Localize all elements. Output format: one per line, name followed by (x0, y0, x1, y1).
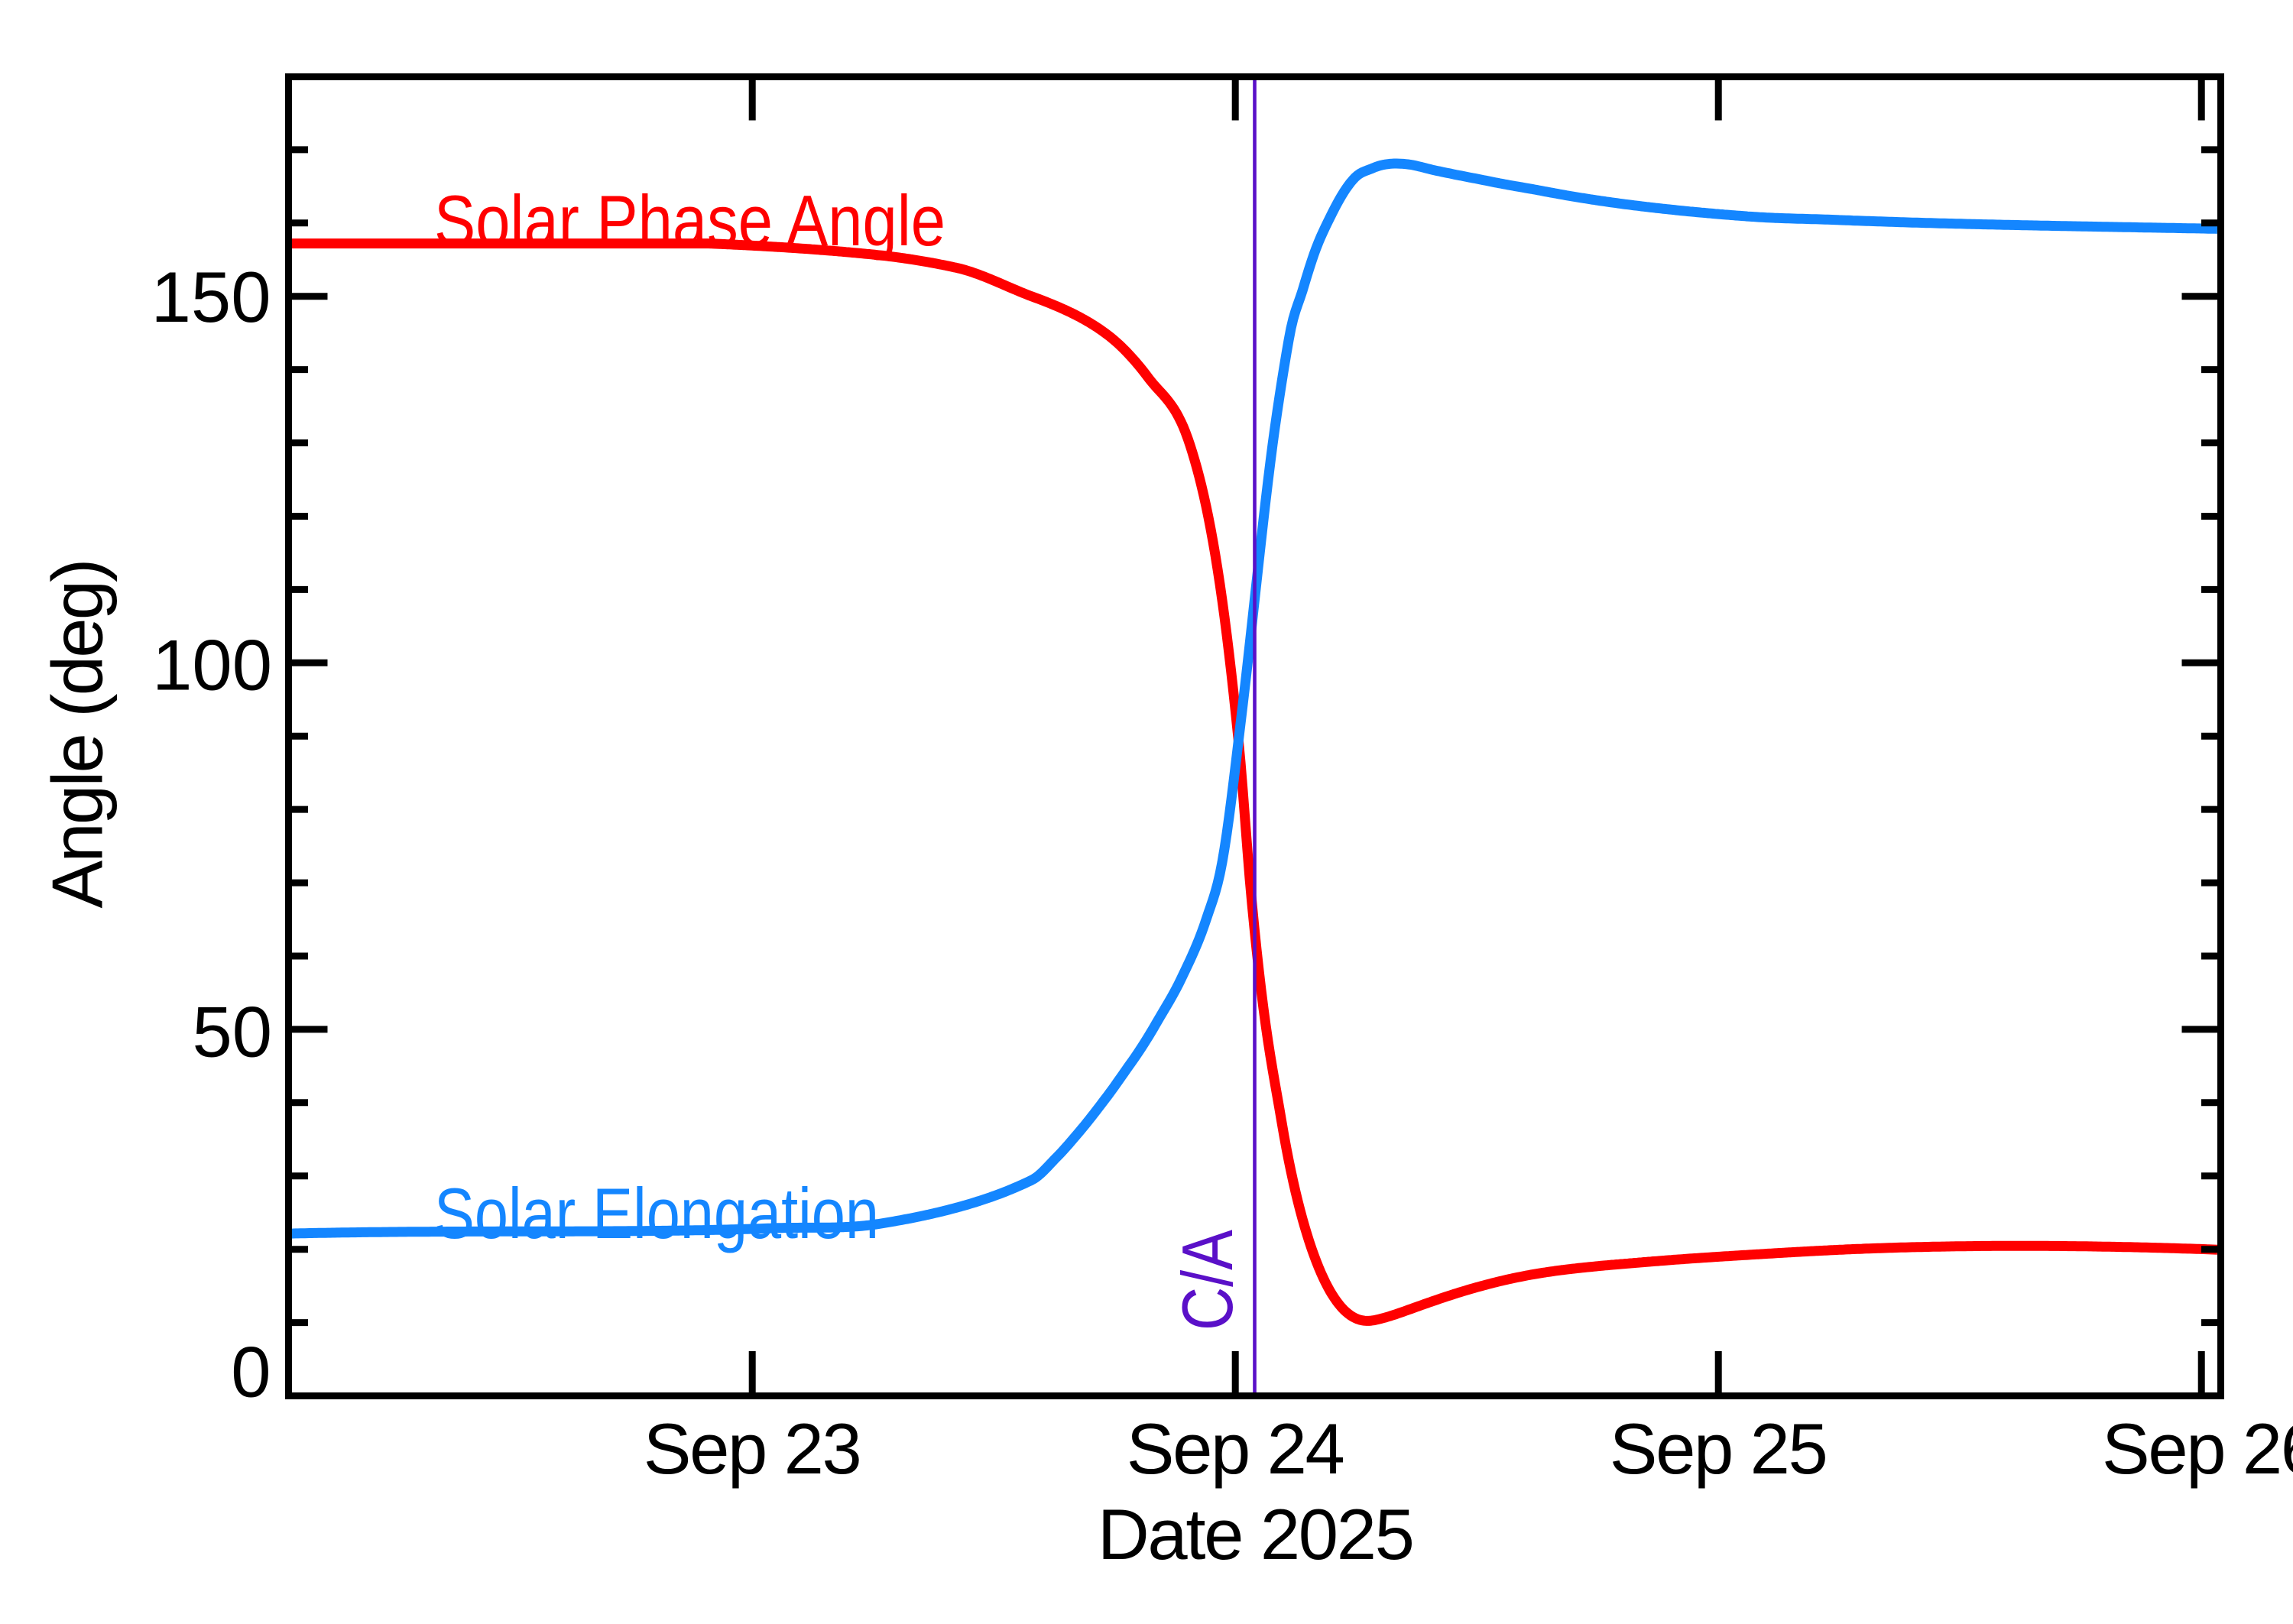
svg-text:150: 150 (151, 257, 271, 337)
svg-text:C/A: C/A (1167, 1230, 1247, 1331)
svg-text:Sep 26: Sep 26 (2102, 1408, 2293, 1489)
svg-text:Sep 24: Sep 24 (1127, 1408, 1345, 1489)
svg-text:Sep 23: Sep 23 (644, 1408, 862, 1489)
svg-text:Solar Elongation: Solar Elongation (434, 1173, 879, 1253)
svg-text:Solar Phase Angle: Solar Phase Angle (434, 180, 945, 261)
svg-text:Sep 25: Sep 25 (1610, 1408, 1828, 1489)
svg-text:0: 0 (231, 1332, 271, 1412)
svg-text:50: 50 (192, 992, 272, 1072)
svg-text:Angle (deg): Angle (deg) (37, 559, 118, 909)
svg-text:Date 2025: Date 2025 (1098, 1494, 1415, 1574)
svg-text:100: 100 (152, 625, 272, 705)
